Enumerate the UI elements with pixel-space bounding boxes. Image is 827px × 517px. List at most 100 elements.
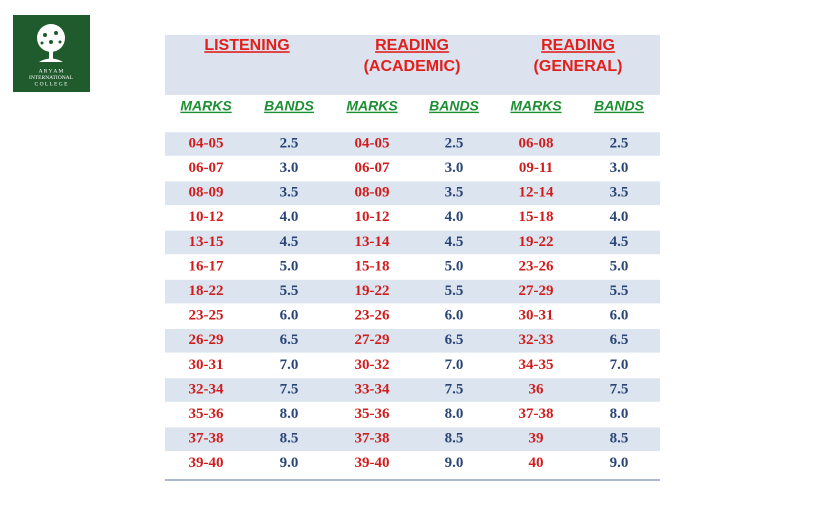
marks-cell: 09-11 <box>519 160 553 176</box>
band-cell: 6.5 <box>445 332 464 348</box>
band-cell: 3.5 <box>280 185 299 201</box>
row-shade <box>165 427 660 451</box>
band-cell: 6.0 <box>445 308 464 324</box>
marks-cell: 15-18 <box>355 258 390 274</box>
marks-cell: 34-35 <box>519 357 554 373</box>
band-cell: 8.0 <box>280 406 299 422</box>
marks-cell: 33-34 <box>355 381 390 397</box>
row-shade <box>165 230 660 255</box>
marks-cell: 26-29 <box>189 332 224 348</box>
logo <box>13 15 90 92</box>
band-cell: 9.0 <box>445 455 464 471</box>
band-cell: 3.0 <box>445 160 464 176</box>
band-cell: 4.5 <box>445 234 464 250</box>
marks-cell: 30-31 <box>189 357 224 373</box>
column-header: (ACADEMIC) <box>364 58 461 75</box>
marks-cell: 40 <box>529 455 544 471</box>
marks-cell: 39-40 <box>189 455 224 471</box>
band-cell: 5.0 <box>445 258 464 274</box>
band-cell: 7.5 <box>280 381 299 397</box>
column-header: (GENERAL) <box>534 58 623 75</box>
band-cell: 8.0 <box>610 406 629 422</box>
marks-cell: 35-36 <box>189 406 224 422</box>
marks-cell: 15-18 <box>519 209 554 225</box>
band-cell: 3.0 <box>280 160 299 176</box>
marks-cell: 37-38 <box>355 431 390 447</box>
band-cell: 7.0 <box>280 357 299 373</box>
band-cell: 8.5 <box>445 431 464 447</box>
band-cell: 3.5 <box>445 185 464 201</box>
column-header: LISTENING <box>204 37 289 54</box>
band-cell: 7.5 <box>445 381 464 397</box>
logo-text: C O L L E G E <box>35 81 69 87</box>
header-background <box>165 35 660 95</box>
marks-cell: 23-26 <box>519 258 554 274</box>
marks-cell: 35-36 <box>355 406 390 422</box>
band-cell: 4.5 <box>610 234 629 250</box>
row-shade <box>165 329 660 353</box>
band-cell: 5.5 <box>445 283 464 299</box>
marks-cell: 36 <box>529 381 545 397</box>
marks-cell: 06-07 <box>355 160 390 176</box>
band-cell: 4.0 <box>610 209 629 225</box>
marks-cell: 32-34 <box>189 381 224 397</box>
band-cell: 4.0 <box>445 209 464 225</box>
marks-cell: 04-05 <box>189 135 224 151</box>
band-cell: 5.0 <box>280 258 299 274</box>
band-cell: 5.5 <box>280 283 299 299</box>
band-cell: 2.5 <box>445 135 464 151</box>
subheader: MARKS <box>180 98 232 114</box>
column-header: READING <box>541 37 615 54</box>
marks-cell: 32-33 <box>519 332 554 348</box>
band-cell: 6.0 <box>610 308 629 324</box>
marks-cell: 27-29 <box>519 283 554 299</box>
band-cell: 7.0 <box>445 357 464 373</box>
marks-cell: 06-07 <box>189 160 224 176</box>
band-cell: 9.0 <box>610 455 629 471</box>
marks-cell: 19-22 <box>355 283 390 299</box>
marks-cell: 10-12 <box>189 209 224 225</box>
band-cell: 9.0 <box>280 455 299 471</box>
band-cell: 3.0 <box>610 160 629 176</box>
band-cell: 8.0 <box>445 406 464 422</box>
band-cell: 7.5 <box>610 381 629 397</box>
logo-text: A R Y A M <box>39 68 64 74</box>
marks-cell: 13-15 <box>189 234 224 250</box>
marks-cell: 37-38 <box>519 406 554 422</box>
marks-cell: 13-14 <box>355 234 390 250</box>
marks-cell: 39 <box>529 431 544 447</box>
band-cell: 8.5 <box>280 431 299 447</box>
subheader: MARKS <box>510 98 562 114</box>
band-cell: 4.0 <box>280 209 299 225</box>
marks-cell: 39-40 <box>355 455 390 471</box>
logo-tree <box>37 24 65 62</box>
marks-cell: 12-14 <box>519 185 554 201</box>
marks-cell: 10-12 <box>355 209 390 225</box>
band-cell: 2.5 <box>280 135 299 151</box>
marks-cell: 30-32 <box>355 357 390 373</box>
band-cell: 6.5 <box>610 332 629 348</box>
marks-cell: 04-05 <box>355 135 390 151</box>
row-shade <box>165 181 660 205</box>
marks-cell: 08-09 <box>355 185 390 201</box>
band-cell: 2.5 <box>610 135 629 151</box>
marks-cell: 23-26 <box>355 308 390 324</box>
marks-cell: 37-38 <box>189 431 224 447</box>
band-cell: 4.5 <box>280 234 299 250</box>
marks-cell: 23-25 <box>189 308 224 324</box>
marks-cell: 06-08 <box>519 135 554 151</box>
column-header: READING <box>375 37 449 54</box>
marks-cell: 27-29 <box>355 332 390 348</box>
subheader: BANDS <box>429 98 479 114</box>
marks-cell: 18-22 <box>189 283 224 299</box>
band-cell: 5.5 <box>610 283 629 299</box>
logo-text: INTERNATIONAL <box>29 75 74 81</box>
marks-cell: 30-31 <box>519 308 554 324</box>
marks-cell: 08-09 <box>189 185 224 201</box>
subheader: BANDS <box>264 98 314 114</box>
band-cell: 5.0 <box>610 258 629 274</box>
subheader: BANDS <box>594 98 644 114</box>
band-cell: 6.5 <box>280 332 299 348</box>
band-cell: 8.5 <box>610 431 629 447</box>
band-cell: 6.0 <box>280 308 299 324</box>
